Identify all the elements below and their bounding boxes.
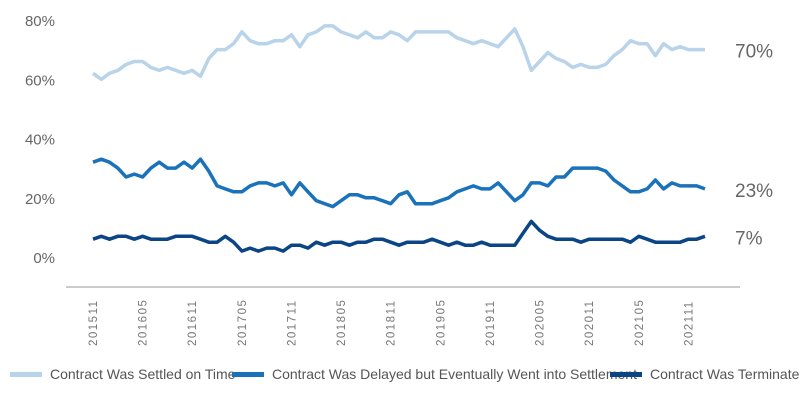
legend-label: Contract Was Delayed but Eventually Went… <box>272 366 637 382</box>
x-tick-label: 201805 <box>336 299 348 346</box>
y-tick-label: 60% <box>25 72 55 89</box>
x-tick-label: 201605 <box>138 299 150 346</box>
y-tick-label: 20% <box>25 191 55 208</box>
x-tick-label: 201511 <box>88 299 100 346</box>
y-tick-label: 0% <box>33 250 55 267</box>
legend-swatch <box>10 371 42 377</box>
y-tick-label: 80% <box>25 13 55 30</box>
legend-item-terminated: Contract Was Terminated <box>610 366 800 382</box>
x-tick-label: 202111 <box>683 300 695 346</box>
y-tick-label: 40% <box>25 132 55 149</box>
end-value-label: 23% <box>735 181 773 202</box>
terminated-line <box>92 219 706 253</box>
x-tick-label: 202005 <box>535 299 547 346</box>
end-value-label: 7% <box>735 228 763 249</box>
x-tick-label: 201611 <box>187 299 199 346</box>
settled-on-time-line <box>91 24 705 82</box>
x-tick-label: 201911 <box>485 299 497 346</box>
x-tick-label: 201905 <box>435 299 447 346</box>
legend-swatch <box>232 371 264 377</box>
end-value-label: 70% <box>735 42 773 63</box>
x-tick-label: 201811 <box>386 299 398 346</box>
x-tick-label: 201705 <box>237 299 249 346</box>
legend-item-delayed: Contract Was Delayed but Eventually Went… <box>232 366 637 382</box>
x-tick-label: 201711 <box>286 299 298 346</box>
legend-swatch <box>610 371 642 377</box>
legend-label: Contract Was Settled on Time <box>50 366 236 382</box>
x-tick-label: 202011 <box>584 299 596 346</box>
x-tick-label: 202105 <box>634 299 646 346</box>
legend: Contract Was Settled on Time Contract Wa… <box>0 366 800 390</box>
legend-item-settled: Contract Was Settled on Time <box>10 366 235 382</box>
legend-label: Contract Was Terminated <box>650 366 800 382</box>
delayed-settlement-line <box>92 157 706 209</box>
